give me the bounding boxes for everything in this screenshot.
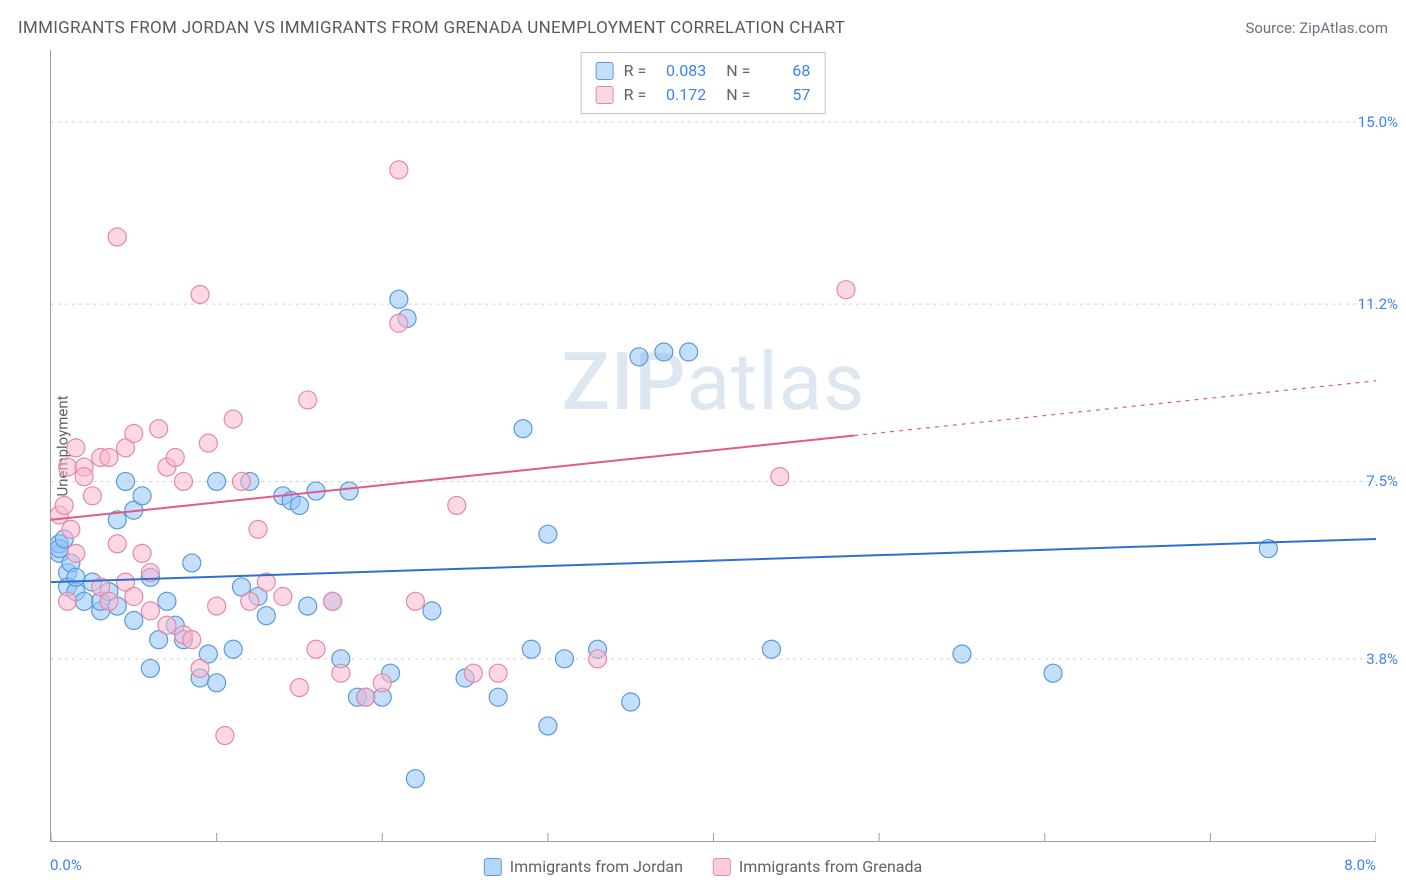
scatter-svg xyxy=(51,50,1376,841)
stats-row: R = 0.172 N = 57 xyxy=(596,83,811,107)
bottom-legend: Immigrants from Jordan Immigrants from Gr… xyxy=(484,857,922,876)
stats-n-value: 57 xyxy=(760,83,810,107)
x-axis-left-label: 0.0% xyxy=(50,856,82,874)
y-tick-label: 3.8% xyxy=(1366,650,1398,668)
stats-swatch xyxy=(596,86,614,104)
chart-source: Source: ZipAtlas.com xyxy=(1245,19,1388,37)
source-link[interactable]: ZipAtlas.com xyxy=(1299,19,1388,37)
stats-row: R = 0.083 N = 68 xyxy=(596,59,811,83)
legend-swatch xyxy=(484,858,502,876)
legend-label: Immigrants from Jordan xyxy=(510,857,683,876)
source-prefix: Source: xyxy=(1245,19,1299,37)
stats-n-value: 68 xyxy=(760,59,810,83)
legend-label: Immigrants from Grenada xyxy=(739,857,922,876)
y-tick-label: 11.2% xyxy=(1358,295,1398,313)
stats-r-label: R = xyxy=(624,59,647,83)
plot-area: ZIPatlas xyxy=(50,50,1376,842)
stats-n-label: N = xyxy=(726,83,750,107)
chart-header: IMMIGRANTS FROM JORDAN VS IMMIGRANTS FRO… xyxy=(18,14,1388,42)
stats-r-value: 0.083 xyxy=(656,59,706,83)
stats-r-value: 0.172 xyxy=(656,83,706,107)
stats-legend: R = 0.083 N = 68 R = 0.172 N = 57 xyxy=(581,52,826,114)
chart-title: IMMIGRANTS FROM JORDAN VS IMMIGRANTS FRO… xyxy=(18,18,845,38)
y-tick-label: 7.5% xyxy=(1366,472,1398,490)
x-axis-right-label: 8.0% xyxy=(1344,856,1376,874)
stats-n-label: N = xyxy=(726,59,750,83)
y-tick-label: 15.0% xyxy=(1358,113,1398,131)
legend-swatch xyxy=(713,858,731,876)
stats-swatch xyxy=(596,62,614,80)
legend-item: Immigrants from Jordan xyxy=(484,857,683,876)
stats-r-label: R = xyxy=(624,83,647,107)
legend-item: Immigrants from Grenada xyxy=(713,857,922,876)
